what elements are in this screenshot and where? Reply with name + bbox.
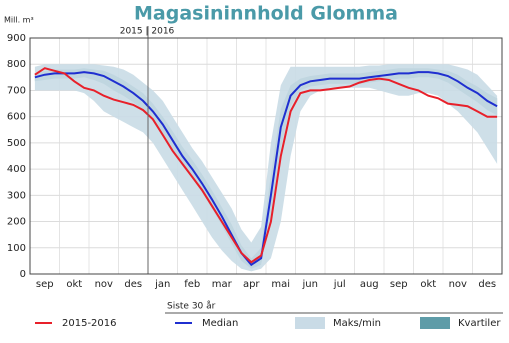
legend-swatch [295, 317, 325, 329]
line-series [34, 67, 498, 264]
y-tick-label: 500 [7, 138, 26, 149]
y-axis-label: Mill. m³ [4, 16, 34, 25]
y-tick-label: 0 [20, 269, 26, 280]
x-tick-label: sep [36, 279, 54, 290]
legend-label: Kvartiler [458, 318, 501, 329]
x-tick-label: nov [449, 279, 467, 290]
y-tick-label: 100 [7, 243, 26, 254]
x-tick-label: des [124, 279, 142, 290]
y-tick-label: 600 [7, 112, 26, 123]
y-tick-label: 800 [7, 59, 26, 70]
chart-title: Magasininnhold Glomma [134, 3, 398, 25]
x-tick-label: aug [360, 279, 379, 290]
plot-frame [29, 37, 503, 275]
y-tick-label: 900 [7, 33, 26, 44]
y-tick-label: 700 [7, 85, 26, 96]
x-tick-label: des [478, 279, 496, 290]
y-tick-label: 200 [7, 217, 26, 228]
legend-title: Siste 30 år [167, 301, 216, 312]
x-tick-label: jul [333, 279, 346, 290]
x-tick-label: jun [302, 279, 318, 290]
legend-label: Median [202, 318, 238, 329]
x-tick-label: feb [184, 279, 200, 290]
legend-swatch [420, 317, 450, 329]
x-tick-label: okt [66, 279, 82, 290]
legend-label: 2015-2016 [62, 318, 117, 329]
y-tick-label: 400 [7, 164, 26, 175]
legend-label: Maks/min [333, 318, 381, 329]
x-tick-label: mar [212, 279, 233, 290]
x-tick-label: nov [95, 279, 113, 290]
x-tick-label: sep [390, 279, 408, 290]
x-tick-label: mai [271, 279, 290, 290]
line-series [34, 71, 498, 267]
x-tick-label: jan [154, 279, 170, 290]
x-tick-label: apr [243, 279, 260, 290]
x-tick-label: okt [420, 279, 436, 290]
annotation: 2015 | 2016 [120, 27, 175, 37]
y-tick-label: 300 [7, 190, 26, 201]
